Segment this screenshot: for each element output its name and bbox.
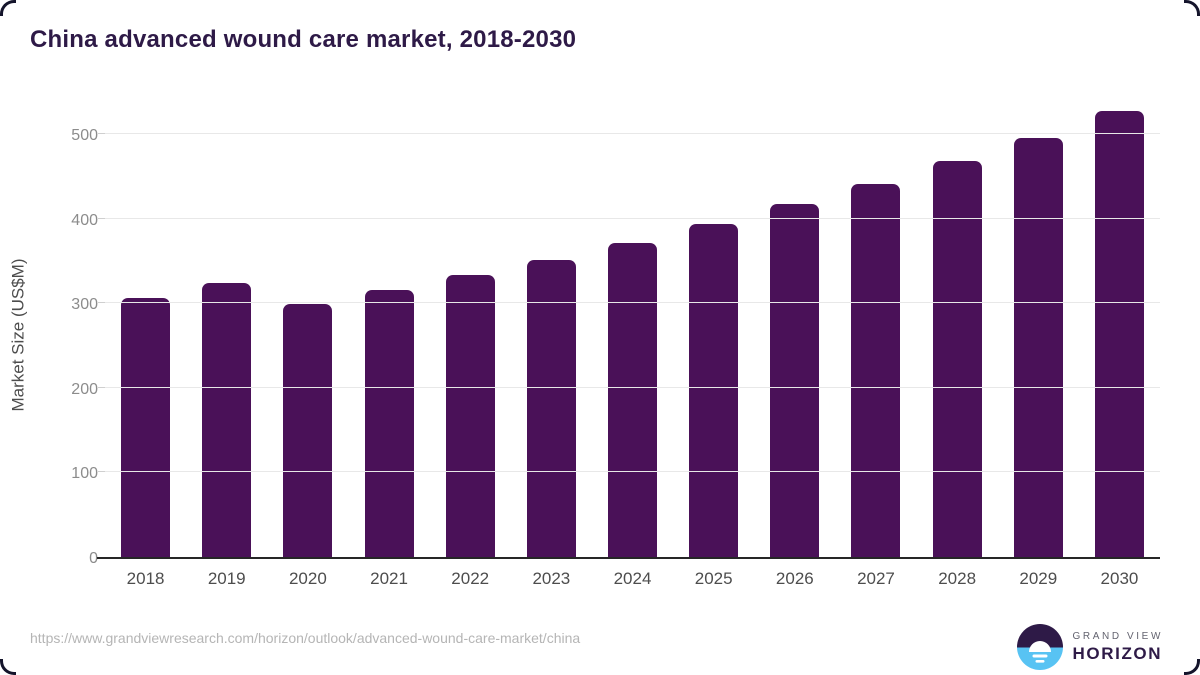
y-tick-label-500: 500 [71, 127, 98, 145]
y-axis-title: Market Size (US$M) [9, 257, 28, 412]
y-axis-title-box: Market Size (US$M) [6, 110, 32, 559]
bar-slot-2023 [511, 110, 592, 557]
bar-2019 [202, 283, 252, 557]
x-tick-label-2021: 2021 [370, 569, 408, 588]
y-tick-label-200: 200 [71, 380, 98, 398]
bar-2026 [770, 204, 820, 557]
gridline-100 [105, 471, 1160, 473]
bar-slot-2024 [592, 110, 673, 557]
grand-view-horizon-logo: GRAND VIEW HORIZON [1016, 624, 1163, 670]
y-tick-mark-300 [98, 302, 105, 304]
logo-text: GRAND VIEW HORIZON [1073, 631, 1163, 664]
y-axis-ticks: 0 100 200 300 400 500 [50, 110, 98, 567]
bar-2021 [364, 290, 414, 557]
x-tick-label-2028: 2028 [938, 569, 977, 588]
bar-2018 [121, 297, 171, 557]
x-tick-label-2030: 2030 [1100, 569, 1139, 588]
x-tick-label-2020: 2020 [288, 569, 327, 588]
bar-2027 [851, 184, 901, 557]
card-corner-bottom-left [0, 659, 16, 675]
y-tick-label-300: 300 [71, 296, 98, 314]
x-tick-label-2025: 2025 [694, 569, 733, 588]
gridline-200 [105, 386, 1160, 388]
bar-slot-2019 [186, 110, 267, 557]
y-tick-mark-200 [98, 386, 105, 388]
x-axis-labels: 2018 2019 2020 2021 2022 2023 2024 2025 2026 2027… [105, 569, 1160, 589]
bar-2029 [1013, 137, 1063, 557]
card-corner-top-right [1184, 0, 1200, 16]
bar-slot-2020 [267, 110, 348, 557]
logo-grand-view-text: GRAND VIEW [1072, 630, 1163, 642]
bar-slot-2030 [1079, 110, 1160, 557]
gridline-300 [105, 302, 1160, 304]
bar-2023 [526, 259, 576, 557]
gridline-400 [105, 217, 1160, 219]
bar-2024 [608, 243, 658, 557]
chart-title: China advanced wound care market, 2018-2… [30, 26, 577, 53]
x-tick-label-2024: 2024 [613, 569, 652, 588]
x-tick-label-2018: 2018 [126, 569, 165, 588]
x-tick-label-2026: 2026 [775, 569, 814, 588]
source-url: https://www.grandviewresearch.com/horizo… [30, 630, 581, 646]
bar-slot-2027 [835, 110, 916, 557]
bar-2025 [689, 223, 739, 557]
bar-slot-2026 [754, 110, 835, 557]
y-tick-label-0: 0 [89, 550, 98, 567]
bar-slot-2022 [430, 110, 511, 557]
y-tick-mark-400 [98, 217, 105, 219]
card-corner-top-left [0, 0, 16, 16]
x-tick-label-2023: 2023 [532, 569, 571, 588]
bar-2030 [1094, 110, 1144, 557]
plot-area [97, 110, 1160, 559]
bar-slot-2018 [105, 110, 186, 557]
bar-2020 [283, 304, 333, 557]
x-tick-label-2019: 2019 [207, 569, 246, 588]
bar-2022 [445, 275, 495, 557]
y-tick-label-100: 100 [71, 465, 98, 483]
horizon-sun-icon [1016, 624, 1063, 670]
x-tick-label-2029: 2029 [1019, 569, 1058, 588]
x-tick-label-2027: 2027 [857, 569, 895, 588]
y-tick-mark-100 [98, 471, 105, 473]
bars-row [105, 110, 1160, 557]
x-tick-label-2022: 2022 [451, 569, 490, 588]
bar-slot-2025 [673, 110, 754, 557]
bar-2028 [932, 161, 982, 557]
y-tick-label-400: 400 [71, 211, 98, 229]
gridline-500 [105, 133, 1160, 135]
logo-horizon-text: HORIZON [1072, 643, 1163, 663]
card-corner-bottom-right [1184, 659, 1200, 675]
bar-slot-2021 [348, 110, 429, 557]
bar-slot-2029 [998, 110, 1079, 557]
y-tick-mark-0 [97, 557, 105, 559]
bar-slot-2028 [917, 110, 998, 557]
y-tick-mark-500 [98, 133, 105, 135]
